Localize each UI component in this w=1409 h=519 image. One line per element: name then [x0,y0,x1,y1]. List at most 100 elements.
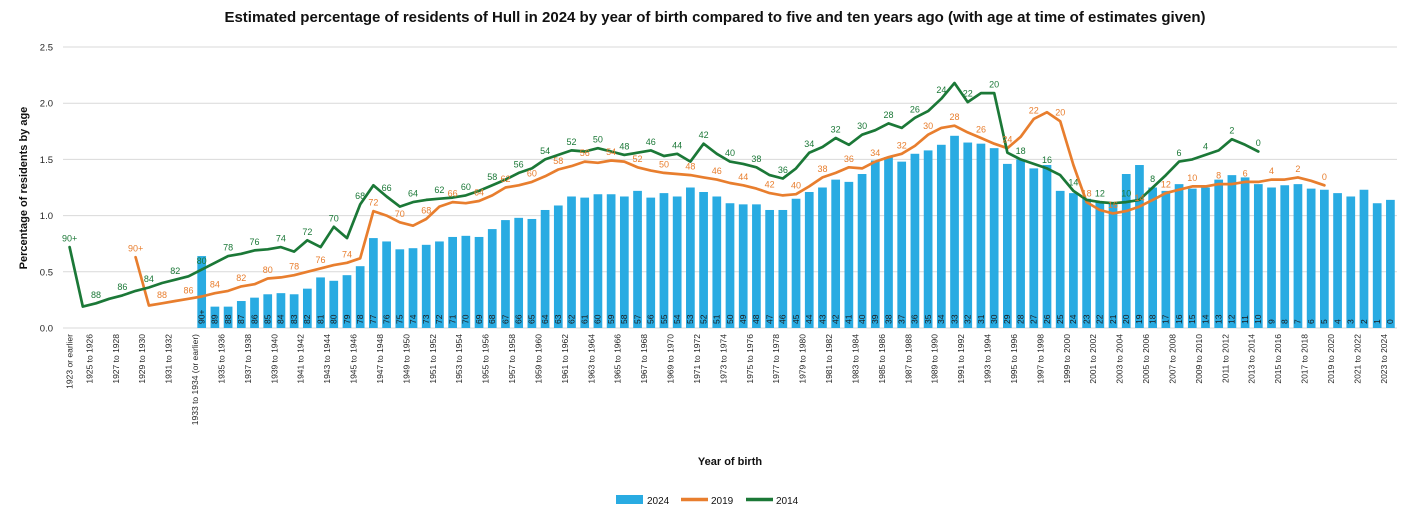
x-category-label: 2003 to 2004 [1115,334,1125,384]
bar-2024 [302,288,312,328]
bar-2024 [1333,193,1342,328]
line-age-label-2014: 48 [619,141,629,151]
line-age-label-2019: 14 [1134,193,1144,203]
bar-2024 [606,194,616,328]
line-age-label-2014: 84 [144,274,154,284]
line-age-label-2014: 58 [487,172,497,182]
line-age-label-2019: 88 [157,290,167,300]
x-category-label: 1933 to 1934 (or earlier) [190,334,200,425]
bar-2024 [197,256,207,328]
line-age-label-2019: 36 [844,154,854,164]
x-category-label: 1971 to 1972 [692,334,702,384]
line-age-label-2014: 78 [223,243,233,253]
legend: 2024 2019 2014 [616,495,799,507]
bar-2024 [818,187,827,328]
line-age-label-2014: 82 [170,266,180,276]
line-age-label-2014: 24 [936,85,946,95]
bar-2024 [395,249,405,328]
line-age-label-2014: 0 [1256,138,1261,148]
line-age-label-2019: 4 [1269,166,1274,176]
bar-2024 [461,235,471,328]
bar-2024 [831,179,841,328]
x-category-label: 2011 to 2012 [1220,334,1230,383]
bar-age-label: 27 [1029,314,1039,324]
bar-2024 [580,197,590,328]
x-category-label: 1969 to 1970 [666,334,676,384]
bar-age-label: 29 [1002,314,1012,324]
x-category-label: 1991 to 1992 [956,334,966,384]
bar-age-label: 53 [685,314,695,324]
bar-age-label: 21 [1108,314,1118,324]
line-age-label-2014: 6 [1177,148,1182,158]
bar-2024 [778,209,788,328]
bar-age-label: 71 [447,314,457,324]
bar-age-label: 56 [646,314,656,324]
line-age-label-2019: 84 [210,280,220,290]
bar-2024 [989,148,999,328]
line-age-label-2019: 24 [1002,135,1012,145]
line-age-label-2014: 20 [989,80,999,90]
bar-2024 [236,301,246,328]
x-category-label: 2001 to 2002 [1088,334,1098,384]
line-age-label-2014: 44 [672,140,682,150]
bar-age-label: 57 [632,314,642,324]
bar-age-label: 52 [698,314,708,324]
x-category-label: 1999 to 2000 [1062,334,1072,384]
bar-age-label: 58 [619,314,629,324]
bar-age-label: 72 [434,314,444,324]
bar-age-label: 32 [963,314,973,324]
line-age-label-2019: 74 [342,249,352,259]
bar-age-label: 64 [540,314,550,324]
bar-age-label: 79 [342,314,352,324]
line-age-label-2019: 62 [500,174,510,184]
x-category-label: 1987 to 1988 [903,334,913,384]
bar-2024 [408,248,418,328]
bar-age-label: 37 [897,314,907,324]
bar-2024 [1003,163,1012,328]
y-axis-labels: 0.0 0.5 1.0 1.5 2.0 2.5 [40,43,53,335]
line-age-label-2014: 42 [699,130,709,140]
line-age-label-2014: 12 [1095,189,1105,199]
bar-2024 [1214,179,1224,328]
bar-age-label: 44 [804,314,814,324]
x-category-label: 1935 to 1936 [216,334,226,384]
x-category-label: 1983 to 1984 [850,334,860,384]
bar-age-label: 11 [1240,315,1250,324]
bar-2024 [276,293,286,328]
bar-age-label: 48 [751,314,761,324]
x-category-label: 1953 to 1954 [454,334,464,384]
bar-age-label: 4 [1332,319,1342,324]
x-category-label: 1955 to 1956 [481,334,491,384]
x-category-label: 1947 to 1948 [375,334,385,384]
bar-2024 [421,244,431,328]
line-age-label-2019: 52 [633,154,643,164]
line-age-label-2014: 70 [329,213,339,223]
x-category-label: 1997 to 1998 [1035,334,1045,384]
bar-age-label: 5 [1319,319,1329,324]
line-age-label-2014: 18 [1016,146,1026,156]
bar-2024 [1267,187,1276,328]
line-age-label-2019: 42 [765,180,775,190]
x-category-label: 1975 to 1976 [745,334,755,384]
bar-age-label: 76 [381,314,391,324]
bar-age-label: 2 [1359,319,1369,324]
bar-age-label: 1 [1372,319,1382,324]
x-category-label: 1985 to 1986 [877,334,887,384]
line-age-label-2019: 58 [553,156,563,166]
lines-2019-2014 [68,81,1326,308]
bar-2024 [435,241,444,328]
bar-age-label: 15 [1187,314,1197,324]
line-age-label-2019: 22 [1029,105,1039,115]
line-age-label-2019: 64 [474,187,484,197]
bar-2024 [646,197,656,328]
bar-age-label: 86 [249,314,259,324]
x-category-label: 1927 to 1928 [111,334,121,384]
x-category-label: 1981 to 1982 [824,334,834,384]
bar-2024 [686,187,695,328]
bar-age-label: 22 [1095,314,1105,324]
bar-2024 [1280,185,1290,328]
line-age-label-2014: 90+ [62,234,77,244]
line-age-label-2019: 90+ [128,244,143,254]
